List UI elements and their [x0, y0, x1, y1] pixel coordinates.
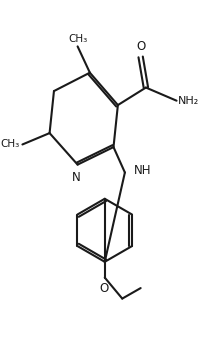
Text: CH₃: CH₃	[68, 34, 87, 44]
Text: O: O	[99, 282, 108, 295]
Text: O: O	[136, 40, 145, 54]
Text: N: N	[72, 171, 81, 184]
Text: NH: NH	[134, 164, 151, 177]
Text: NH₂: NH₂	[178, 96, 200, 106]
Text: CH₃: CH₃	[1, 139, 20, 150]
